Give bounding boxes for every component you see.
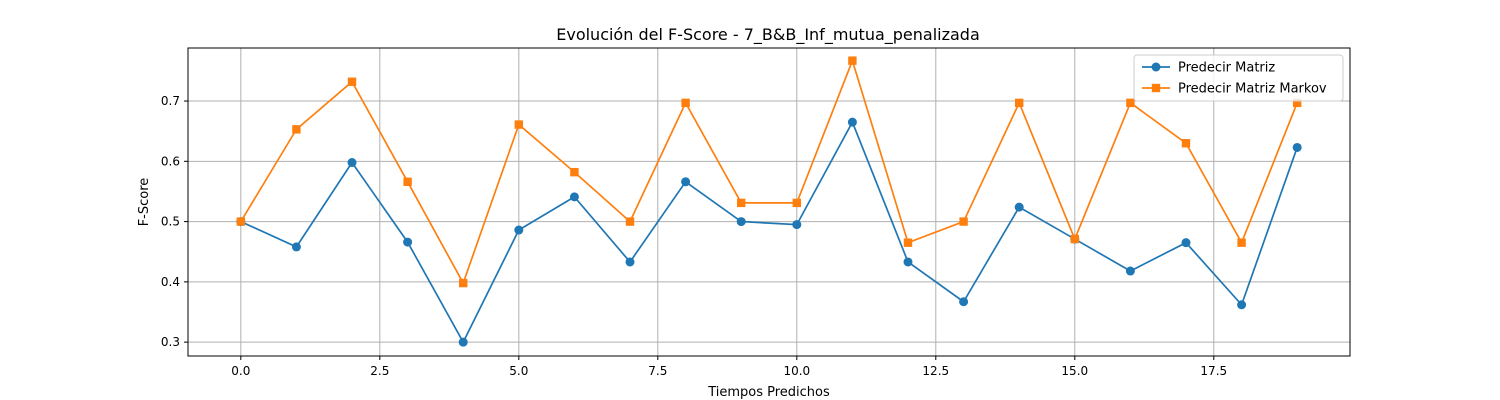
data-point-square (1070, 234, 1079, 244)
x-tick-label: 0.0 (231, 364, 250, 378)
data-point-square (1292, 98, 1302, 108)
legend-label: Predecir Matriz Markov (1178, 82, 1327, 97)
x-tick-label: 12.5 (922, 364, 949, 378)
data-point-square (792, 198, 801, 208)
legend: Predecir Matriz Predecir Matriz Markov (1133, 54, 1344, 102)
data-point-square (848, 56, 857, 65)
y-tick-label: 0.4 (161, 275, 180, 289)
data-point-square (1181, 139, 1191, 148)
data-point-circle (1237, 300, 1247, 310)
data-point-square (903, 238, 913, 247)
data-point-circle (736, 217, 746, 227)
data-point-circle (569, 192, 579, 202)
chart-title: Evolución del F-Score - 7_B&B_Inf_mutua_… (556, 25, 980, 45)
legend-marker-square (1151, 83, 1161, 93)
x-tick-label: 17.5 (1200, 364, 1227, 378)
x-tick-label: 15.0 (1061, 364, 1088, 378)
x-axis-label: Tiempos Predichos (707, 385, 830, 400)
data-point-square (959, 217, 968, 226)
data-point-circle (1292, 142, 1302, 152)
data-point-square (514, 120, 524, 129)
series-layer (236, 56, 1302, 347)
legend-label: Predecir Matriz (1178, 61, 1275, 76)
x-tick-label: 5.0 (509, 364, 528, 378)
series-line-2 (240, 58, 1298, 286)
data-point-circle (903, 257, 913, 267)
data-point-square (1126, 98, 1135, 108)
legend-marker-circle (1151, 62, 1161, 72)
data-point-circle (681, 177, 691, 187)
data-point-circle (347, 158, 357, 168)
data-point-circle (1125, 266, 1135, 276)
series-line-1 (240, 120, 1298, 344)
x-tick-label: 2.5 (370, 364, 389, 378)
data-point-circle (514, 225, 524, 235)
x-tick-label: 7.5 (648, 364, 667, 378)
data-point-circle (291, 242, 301, 252)
y-axis-label: F-Score (137, 178, 152, 227)
data-point-square (737, 198, 746, 208)
data-point-square (236, 217, 246, 226)
data-point-circle (403, 237, 413, 247)
data-point-square (1237, 238, 1246, 247)
plot-frame (187, 47, 1351, 357)
data-point-circle (625, 257, 635, 267)
data-point-square (403, 177, 412, 187)
data-point-circle (959, 297, 969, 307)
data-point-circle (458, 337, 468, 347)
data-point-circle (847, 117, 857, 127)
y-tick-label: 0.5 (161, 215, 180, 229)
data-point-circle (1014, 202, 1024, 212)
axis-ticks: 0.0 2.5 5.0 7.5 10.0 12.5 15.0 17.5 0.3 0.4 0.5 0.6… (161, 94, 1227, 378)
x-tick-label: 10.0 (783, 364, 810, 378)
data-point-circle (792, 220, 802, 230)
data-point-square (570, 167, 579, 177)
data-point-square (1014, 98, 1024, 108)
legend-box (1133, 54, 1344, 102)
data-point-circle (1181, 238, 1191, 248)
y-tick-label: 0.6 (161, 154, 180, 168)
data-point-square (459, 278, 468, 288)
data-point-square (681, 98, 690, 108)
data-point-square (625, 217, 635, 226)
y-tick-label: 0.7 (161, 94, 180, 108)
data-point-square (292, 125, 301, 134)
data-point-square (347, 77, 357, 86)
y-tick-label: 0.3 (161, 335, 180, 349)
